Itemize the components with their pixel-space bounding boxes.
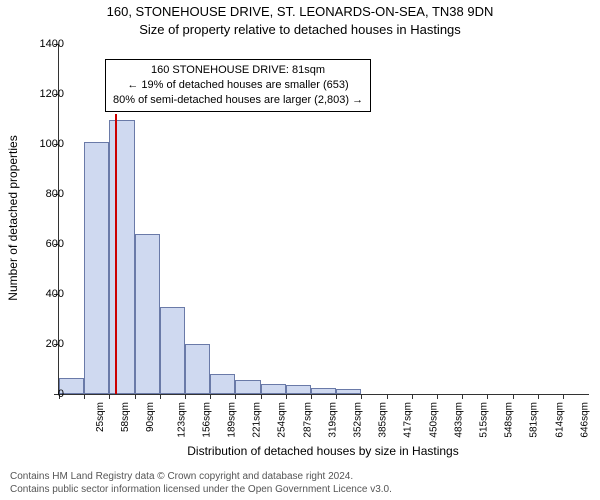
x-tick: [311, 394, 312, 399]
plot-area: 25sqm58sqm90sqm123sqm156sqm189sqm221sqm2…: [58, 44, 589, 395]
histogram-bar: [109, 120, 134, 394]
y-tick-label: 400: [46, 288, 64, 300]
x-tick-label: 515sqm: [479, 402, 490, 438]
y-axis-label: Number of detached properties: [6, 135, 20, 300]
histogram-bar: [160, 307, 185, 395]
x-tick-label: 25sqm: [95, 402, 106, 432]
x-tick-label: 287sqm: [302, 402, 313, 438]
x-tick-label: 254sqm: [277, 402, 288, 438]
x-tick: [261, 394, 262, 399]
y-tick-label: 1200: [40, 88, 64, 100]
x-tick: [210, 394, 211, 399]
annotation-line-3: 80% of semi-detached houses are larger (…: [113, 93, 363, 108]
histogram-bar: [210, 374, 235, 394]
x-tick-label: 417sqm: [403, 402, 414, 438]
x-tick-label: 614sqm: [554, 402, 565, 438]
y-tick-label: 1000: [40, 138, 64, 150]
x-tick-label: 319sqm: [327, 402, 338, 438]
histogram-bar: [135, 234, 160, 394]
x-tick: [84, 394, 85, 399]
x-tick-label: 123sqm: [176, 402, 187, 438]
x-tick: [387, 394, 388, 399]
y-tick-label: 600: [46, 238, 64, 250]
histogram-bar: [336, 389, 361, 394]
x-tick: [563, 394, 564, 399]
x-tick-label: 450sqm: [428, 402, 439, 438]
x-tick: [412, 394, 413, 399]
x-tick: [109, 394, 110, 399]
x-tick-label: 156sqm: [201, 402, 212, 438]
y-tick-label: 1400: [40, 38, 64, 50]
x-tick-label: 385sqm: [378, 402, 389, 438]
title-line-1: 160, STONEHOUSE DRIVE, ST. LEONARDS-ON-S…: [0, 4, 600, 19]
annotation-box: 160 STONEHOUSE DRIVE: 81sqm ← 19% of det…: [105, 59, 371, 112]
x-tick-label: 352sqm: [353, 402, 364, 438]
x-tick: [462, 394, 463, 399]
footer-line-2: Contains public sector information licen…: [10, 484, 392, 495]
x-tick: [185, 394, 186, 399]
histogram-bar: [84, 142, 109, 395]
annotation-line-2: ← 19% of detached houses are smaller (65…: [113, 78, 363, 93]
x-tick: [538, 394, 539, 399]
x-tick: [160, 394, 161, 399]
footer-line-1: Contains HM Land Registry data © Crown c…: [10, 471, 353, 482]
x-tick-label: 581sqm: [529, 402, 540, 438]
x-tick: [336, 394, 337, 399]
y-tick-label: 800: [46, 188, 64, 200]
x-tick: [487, 394, 488, 399]
x-tick: [135, 394, 136, 399]
x-tick-label: 189sqm: [227, 402, 238, 438]
x-axis-label: Distribution of detached houses by size …: [58, 444, 588, 458]
y-tick-label: 0: [58, 388, 64, 400]
x-tick: [361, 394, 362, 399]
histogram-bar: [311, 388, 336, 394]
x-tick: [235, 394, 236, 399]
x-tick: [513, 394, 514, 399]
x-tick-label: 221sqm: [252, 402, 263, 438]
figure: 160, STONEHOUSE DRIVE, ST. LEONARDS-ON-S…: [0, 0, 600, 500]
histogram-bar: [235, 380, 260, 394]
x-tick-label: 548sqm: [504, 402, 515, 438]
annotation-line-1: 160 STONEHOUSE DRIVE: 81sqm: [113, 63, 363, 78]
y-tick-label: 200: [46, 338, 64, 350]
x-tick: [437, 394, 438, 399]
x-tick-label: 646sqm: [579, 402, 590, 438]
property-marker-line: [115, 114, 117, 394]
x-tick-label: 483sqm: [453, 402, 464, 438]
histogram-bar: [185, 344, 210, 394]
x-tick: [286, 394, 287, 399]
title-line-2: Size of property relative to detached ho…: [0, 22, 600, 37]
x-tick-label: 58sqm: [120, 402, 131, 432]
histogram-bar: [286, 385, 311, 395]
histogram-bar: [261, 384, 286, 395]
x-tick-label: 90sqm: [145, 402, 156, 432]
